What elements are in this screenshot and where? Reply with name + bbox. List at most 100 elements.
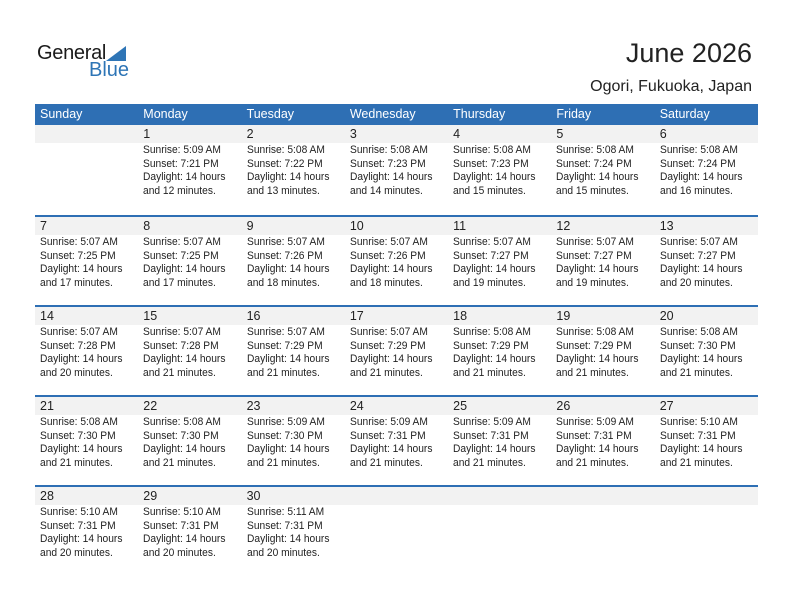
day-number: 4 [453, 127, 461, 141]
day-number: 6 [659, 127, 667, 141]
daylight-text: Daylight: 14 hours [40, 353, 123, 365]
daylight-text: Daylight: 14 hours [659, 263, 743, 275]
sunset-text: Sunset: 7:31 PM [40, 519, 116, 532]
week-row: 7 Sunrise: 5:07 AM Sunset: 7:25 PM Daylight… [35, 215, 758, 305]
sunrise-text: Sunrise: 5:07 AM [453, 236, 532, 248]
day-number: 20 [659, 309, 674, 323]
sunset-text: Sunset: 7:28 PM [143, 339, 219, 352]
day-number: 14 [40, 309, 54, 323]
sunset-text: Sunset: 7:23 PM [453, 157, 529, 170]
daylight-text: Daylight: 14 hours [143, 443, 226, 455]
daylight-text: Daylight: 14 hours [40, 263, 123, 275]
sunset-text: Sunset: 7:30 PM [659, 339, 736, 352]
sunrise-text: Sunrise: 5:07 AM [349, 236, 428, 248]
sunrise-text: Sunrise: 5:10 AM [143, 506, 222, 518]
day-number: 22 [143, 399, 158, 413]
day-number: 11 [453, 219, 467, 233]
daylight-text: Daylight: 14 hours [246, 533, 330, 545]
sunset-text: Sunset: 7:25 PM [40, 249, 116, 262]
day-number: 2 [246, 127, 254, 141]
day-number: 19 [556, 309, 571, 323]
daylight-text: Daylight: 14 hours [143, 533, 226, 545]
sunrise-text: Sunrise: 5:07 AM [349, 326, 428, 338]
sunset-text: Sunset: 7:31 PM [349, 429, 426, 442]
day-cell: 26 Sunrise: 5:09 AM Sunset: 7:31 PM Dayligh… [551, 397, 654, 485]
daylight-text: and 21 minutes. [349, 456, 423, 469]
daylight-text: Daylight: 14 hours [349, 443, 433, 455]
daylight-text: and 20 minutes. [143, 546, 217, 559]
daylight-text: Daylight: 14 hours [556, 443, 639, 455]
day-number: 1 [143, 127, 151, 141]
day-number-band [35, 487, 758, 505]
day-number: 3 [349, 127, 357, 141]
day-cell: 23 Sunrise: 5:09 AM Sunset: 7:30 PM Dayligh… [242, 397, 345, 485]
day-cell: 9 Sunrise: 5:07 AM Sunset: 7:26 PM Daylight… [242, 217, 345, 305]
sunset-text: Sunset: 7:23 PM [349, 157, 426, 170]
daylight-text: and 21 minutes. [659, 366, 733, 379]
sunrise-text: Sunrise: 5:08 AM [246, 144, 325, 156]
sunrise-text: Sunrise: 5:09 AM [556, 416, 635, 428]
sunset-text: Sunset: 7:24 PM [659, 157, 736, 170]
sunrise-text: Sunrise: 5:07 AM [246, 236, 325, 248]
sunrise-text: Sunrise: 5:08 AM [556, 144, 635, 156]
day-cell: 28 Sunrise: 5:10 AM Sunset: 7:31 PM Dayligh… [35, 487, 138, 575]
sunset-text: Sunset: 7:21 PM [143, 157, 219, 170]
daylight-text: and 21 minutes. [453, 366, 526, 379]
sunset-text: Sunset: 7:29 PM [349, 339, 426, 352]
empty-day-cell [35, 125, 138, 215]
sunset-text: Sunset: 7:27 PM [453, 249, 529, 262]
day-cell: 21 Sunrise: 5:08 AM Sunset: 7:30 PM Dayligh… [35, 397, 138, 485]
sunrise-text: Sunrise: 5:07 AM [40, 236, 118, 248]
daylight-text: and 21 minutes. [143, 366, 217, 379]
weekday-wednesday: Wednesday [349, 107, 416, 121]
sunrise-text: Sunrise: 5:07 AM [659, 236, 738, 248]
day-cell: 1 Sunrise: 5:09 AM Sunset: 7:21 PM Daylight… [138, 125, 241, 215]
daylight-text: and 17 minutes. [40, 276, 113, 289]
sunrise-text: Sunrise: 5:07 AM [246, 326, 325, 338]
daylight-text: and 20 minutes. [659, 276, 733, 289]
sunrise-text: Sunrise: 5:10 AM [659, 416, 738, 428]
sunrise-text: Sunrise: 5:09 AM [143, 144, 222, 156]
daylight-text: and 21 minutes. [556, 456, 630, 469]
calendar-title: June 2026 [625, 38, 752, 68]
weekday-friday: Friday [556, 107, 592, 121]
location: Ogori, Fukuoka, Japan [590, 78, 752, 95]
day-number-band [35, 397, 758, 415]
daylight-text: Daylight: 14 hours [659, 171, 743, 183]
daylight-text: Daylight: 14 hours [40, 533, 123, 545]
sunrise-text: Sunrise: 5:07 AM [40, 326, 118, 338]
sunset-text: Sunset: 7:29 PM [246, 339, 323, 352]
sunrise-text: Sunrise: 5:09 AM [246, 416, 325, 428]
daylight-text: Daylight: 14 hours [246, 443, 330, 455]
day-cell: 24 Sunrise: 5:09 AM Sunset: 7:31 PM Dayligh… [345, 397, 448, 485]
daylight-text: Daylight: 14 hours [556, 171, 639, 183]
daylight-text: and 14 minutes. [349, 184, 423, 197]
day-number: 5 [556, 127, 564, 141]
sunrise-text: Sunrise: 5:09 AM [453, 416, 532, 428]
daylight-text: Daylight: 14 hours [453, 171, 536, 183]
sunset-text: Sunset: 7:30 PM [40, 429, 116, 442]
day-number: 28 [40, 489, 54, 503]
sunset-text: Sunset: 7:27 PM [659, 249, 736, 262]
daylight-text: Daylight: 14 hours [349, 263, 433, 275]
day-number: 16 [246, 309, 261, 323]
sunset-text: Sunset: 7:24 PM [556, 157, 633, 170]
empty-day-cell [345, 487, 448, 575]
sunset-text: Sunset: 7:22 PM [246, 157, 323, 170]
daylight-text: Daylight: 14 hours [143, 263, 226, 275]
day-cell: 5 Sunrise: 5:08 AM Sunset: 7:24 PM Daylight… [551, 125, 654, 215]
day-number: 9 [246, 219, 254, 233]
sunset-text: Sunset: 7:25 PM [143, 249, 219, 262]
sunset-text: Sunset: 7:30 PM [143, 429, 219, 442]
day-number: 21 [40, 399, 54, 413]
sunset-text: Sunset: 7:31 PM [556, 429, 633, 442]
weekday-thursday: Thursday [453, 107, 506, 121]
sunrise-text: Sunrise: 5:08 AM [556, 326, 635, 338]
sunrise-text: Sunrise: 5:07 AM [143, 326, 222, 338]
daylight-text: and 21 minutes. [453, 456, 526, 469]
daylight-text: and 19 minutes. [453, 276, 526, 289]
weekday-saturday: Saturday [659, 107, 710, 121]
day-cell: 22 Sunrise: 5:08 AM Sunset: 7:30 PM Dayligh… [138, 397, 241, 485]
day-cell: 25 Sunrise: 5:09 AM Sunset: 7:31 PM Dayligh… [448, 397, 551, 485]
sunrise-text: Sunrise: 5:08 AM [453, 326, 532, 338]
